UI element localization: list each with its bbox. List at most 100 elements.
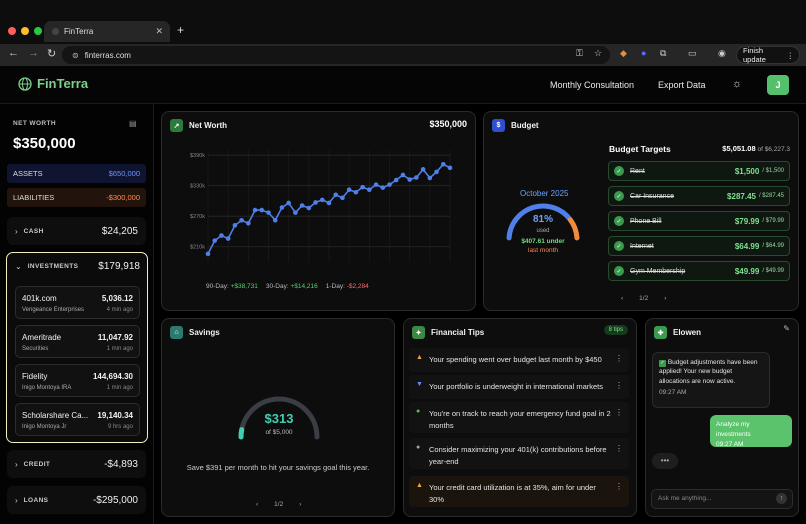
reload-icon[interactable]: ↻ <box>47 48 57 60</box>
budget-target-row[interactable]: ✓ Internet $64.99/ $64.99 <box>608 236 790 256</box>
account-item[interactable]: 401k.com Vengeance Enterprises 5,036.12 … <box>15 286 140 319</box>
loans-section[interactable]: › LOANS -$295,000 <box>7 486 146 514</box>
bookmark-star-icon[interactable]: ☆ <box>594 48 603 58</box>
data-point[interactable] <box>259 207 265 213</box>
site-info-icon[interactable]: ⊜ <box>72 50 79 60</box>
extension-icon[interactable]: ◆ <box>620 48 627 58</box>
account-item[interactable]: Ameritrade Securities 11,047.92 1 min ag… <box>15 325 140 358</box>
data-point[interactable] <box>313 200 318 205</box>
tip-item[interactable]: ● You're on track to reach your emergency… <box>409 402 629 433</box>
budget-target-row[interactable]: ✓ Car Insurance $287.45/ $287.45 <box>608 186 790 206</box>
data-point[interactable] <box>279 205 285 210</box>
tip-item[interactable]: ▲ Your credit card utilization is at 35%,… <box>409 476 629 507</box>
investments-header[interactable]: ⌄ INVESTMENTS $179,918 <box>15 261 140 272</box>
data-point[interactable] <box>387 182 392 187</box>
data-point[interactable] <box>219 233 224 238</box>
maximize-window-button[interactable] <box>34 27 42 35</box>
data-point[interactable] <box>205 251 211 257</box>
export-data-link[interactable]: Export Data <box>658 80 706 90</box>
menu-dots-icon[interactable]: ⋮ <box>786 50 795 60</box>
tip-item[interactable]: ▼ Your portfolio is underweight in intern… <box>409 375 629 399</box>
next-page-icon[interactable]: › <box>664 295 667 302</box>
tip-item[interactable]: ▲ Your spending went over budget last mon… <box>409 348 629 372</box>
finish-update-button[interactable]: Finish update ⋮ <box>736 46 800 64</box>
data-point[interactable] <box>299 203 305 208</box>
prev-page-icon[interactable]: ‹ <box>256 501 259 508</box>
profile-icon[interactable]: ◉ <box>718 48 726 58</box>
calendar-icon[interactable]: ▤ <box>129 119 137 128</box>
data-point[interactable] <box>380 185 386 190</box>
budget-target-row[interactable]: ✓ Phone Bill $79.99/ $79.99 <box>608 211 790 231</box>
data-point[interactable] <box>340 195 345 201</box>
send-icon[interactable]: ↑ <box>776 493 787 504</box>
cash-section[interactable]: › CASH $24,205 <box>7 217 146 245</box>
more-options-icon[interactable]: ⋮ <box>615 408 623 417</box>
edit-icon[interactable]: ✎ <box>783 324 790 333</box>
split-view-icon[interactable]: ▭ <box>688 48 697 58</box>
data-point[interactable] <box>447 165 453 171</box>
budget-target-row[interactable]: ✓ Rent $1,500/ $1,500 <box>608 161 790 181</box>
data-point[interactable] <box>272 217 278 223</box>
app-logo[interactable]: FinTerra <box>18 76 88 91</box>
more-options-icon[interactable]: ⋮ <box>615 482 623 491</box>
extensions-puzzle-icon[interactable]: ⧉ <box>660 48 667 58</box>
account-item[interactable]: Scholarshare Ca... Inigo Montoya Jr 19,1… <box>15 403 140 436</box>
data-point[interactable] <box>353 189 359 195</box>
data-point[interactable] <box>232 223 238 228</box>
browser-tab[interactable]: FinTerra ✕ <box>44 21 170 42</box>
back-icon[interactable]: ← <box>8 47 19 59</box>
more-options-icon[interactable]: ⋮ <box>615 354 623 363</box>
extension-icon[interactable]: ● <box>641 48 647 58</box>
data-point[interactable] <box>306 205 312 211</box>
assets-row[interactable]: ASSETS $650,000 <box>7 164 146 183</box>
data-point[interactable] <box>393 177 399 183</box>
liabilities-row[interactable]: LIABILITIES -$300,000 <box>7 188 146 207</box>
data-point[interactable] <box>293 210 298 215</box>
net-worth-line-chart[interactable]: $390k $330k $270k $210k <box>162 138 475 284</box>
data-point[interactable] <box>400 172 406 178</box>
data-point[interactable] <box>346 187 352 193</box>
data-point[interactable] <box>434 169 439 175</box>
next-page-icon[interactable]: › <box>299 501 302 508</box>
credit-section[interactable]: › CREDIT -$4,893 <box>7 450 146 478</box>
data-point[interactable] <box>407 177 412 182</box>
data-point[interactable] <box>252 207 258 213</box>
window-controls[interactable] <box>8 27 42 35</box>
new-tab-button[interactable]: + <box>177 23 185 37</box>
data-point[interactable] <box>367 187 372 193</box>
assistant-icon: ✚ <box>654 326 667 339</box>
data-point[interactable] <box>246 221 251 226</box>
data-point[interactable] <box>266 210 271 215</box>
loans-value: -$295,000 <box>92 494 138 506</box>
close-window-button[interactable] <box>8 27 16 35</box>
prev-page-icon[interactable]: ‹ <box>621 295 624 302</box>
minimize-window-button[interactable] <box>21 27 29 35</box>
data-point[interactable] <box>286 200 291 206</box>
account-item[interactable]: Fidelity Inigo Montoya IRA 144,694.30 1 … <box>15 364 140 397</box>
data-point[interactable] <box>414 175 419 180</box>
forward-icon[interactable]: → <box>28 47 39 59</box>
theme-toggle-sun-icon[interactable]: ☼ <box>732 78 743 90</box>
close-tab-icon[interactable]: ✕ <box>155 26 163 36</box>
data-point[interactable] <box>239 217 244 223</box>
key-icon[interactable]: ⚿ <box>576 48 583 58</box>
data-point[interactable] <box>420 167 426 172</box>
data-point[interactable] <box>427 175 433 181</box>
data-point[interactable] <box>333 192 339 198</box>
avatar[interactable]: J <box>767 75 789 95</box>
data-point[interactable] <box>319 197 325 203</box>
monthly-consultation-link[interactable]: Monthly Consultation <box>550 80 635 90</box>
data-point[interactable] <box>212 238 218 243</box>
data-point[interactable] <box>225 236 231 241</box>
budget-target-row[interactable]: ✓ Gym Membership $49.99/ $49.99 <box>608 261 790 281</box>
tip-item[interactable]: ● Consider maximizing your 401(k) contrib… <box>409 438 629 469</box>
budget-targets-total: $5,051.08 of $6,227.3 <box>722 144 790 153</box>
url-bar[interactable]: ⊜ finterras.com <box>62 46 610 64</box>
data-point[interactable] <box>326 200 332 206</box>
more-options-icon[interactable]: ⋮ <box>615 444 623 453</box>
chat-input[interactable]: Ask me anything... ↑ <box>651 489 793 509</box>
more-options-icon[interactable]: ⋮ <box>615 381 623 390</box>
data-point[interactable] <box>373 182 379 187</box>
data-point[interactable] <box>360 184 365 190</box>
data-point[interactable] <box>440 161 446 167</box>
